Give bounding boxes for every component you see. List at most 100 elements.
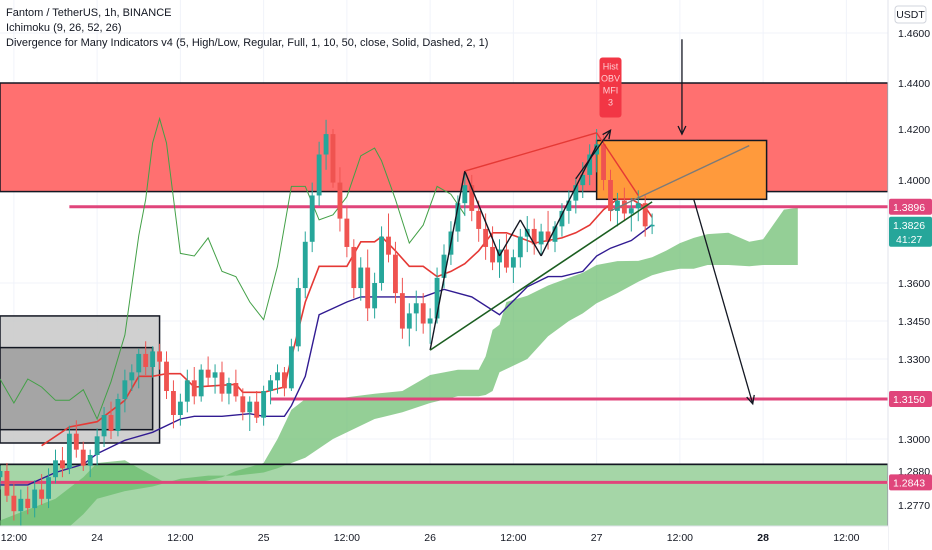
candle-body <box>205 369 211 378</box>
candle-body <box>73 433 79 450</box>
candle-body <box>413 303 419 314</box>
candle-body <box>177 401 183 415</box>
candle-body <box>559 210 565 227</box>
price-badge-label: 1.3826 <box>893 220 925 232</box>
candle-body <box>129 372 135 381</box>
candle-body <box>434 277 440 319</box>
candle-body <box>46 477 51 499</box>
currency-button[interactable] <box>894 5 927 24</box>
candle-body <box>406 313 412 329</box>
grey-box-lower <box>0 346 154 431</box>
up-arrow-divergence-head <box>602 129 612 140</box>
candle-body <box>351 246 357 289</box>
candle-body <box>295 288 301 347</box>
chikou-span-line <box>0 116 466 421</box>
candle-body <box>538 231 544 245</box>
candle-body <box>517 236 523 258</box>
candle-body <box>566 200 572 211</box>
time-tick-label: 12:00 <box>167 532 193 544</box>
candle-body <box>101 415 107 437</box>
chart-legend: Fantom / TetherUS, 1h, BINANCE Ichimoku … <box>6 6 488 51</box>
candle-body <box>399 293 405 329</box>
currency-button-label: USDT <box>896 9 925 21</box>
candles <box>0 119 655 526</box>
candle-body <box>0 471 3 478</box>
candle-body <box>635 203 641 209</box>
price-badge <box>889 391 932 407</box>
candle-body <box>136 353 142 373</box>
candle-body <box>483 228 489 247</box>
pattern-line <box>540 145 598 257</box>
price-badge-label: 1.2843 <box>893 477 925 489</box>
ichimoku-cloud <box>0 207 798 526</box>
candle-body <box>393 254 398 294</box>
candle-body <box>157 351 162 362</box>
candle-body <box>191 380 197 397</box>
candle-body <box>580 174 586 186</box>
time-tick-label: 27 <box>591 532 603 544</box>
price-tick-label: 1.4400 <box>898 78 930 90</box>
candle-body <box>122 380 128 399</box>
legend-ichimoku: Ichimoku (9, 26, 52, 26) <box>6 22 122 34</box>
candle-body <box>510 257 516 268</box>
candle-body <box>219 372 225 394</box>
candle-body <box>268 380 273 391</box>
candle-body <box>143 353 149 367</box>
candle-body <box>309 195 315 242</box>
pattern-line <box>429 170 466 351</box>
candle-body <box>212 372 218 378</box>
candle-body <box>344 218 350 247</box>
price-tick-label: 1.4200 <box>898 124 930 136</box>
candle-body <box>323 134 329 155</box>
divergence-line <box>464 132 597 172</box>
candle-body <box>18 498 24 512</box>
time-tick-label: 12:00 <box>1 532 27 544</box>
divergence-label-text: OBV <box>601 74 620 84</box>
price-tick-label: 1.3300 <box>898 354 930 366</box>
divergence-label-text: MFI <box>603 86 619 96</box>
price-tick-label: 1.4000 <box>898 175 930 187</box>
candle-body <box>164 361 169 391</box>
kijun-sen-line <box>0 224 653 486</box>
candle-body <box>608 180 613 211</box>
candle-body <box>316 154 322 196</box>
candle-body <box>32 489 38 509</box>
candle-body <box>39 489 45 499</box>
candle-body <box>108 415 114 431</box>
candle-body <box>649 224 655 227</box>
candle-body <box>330 134 336 183</box>
price-tick-label: 1.3000 <box>898 434 930 446</box>
candle-body <box>490 246 495 263</box>
up-arrow-divergence <box>575 129 612 180</box>
drawings <box>429 39 755 406</box>
candle-body <box>247 401 253 413</box>
candle-body <box>642 203 648 227</box>
price-badge-label: 1.3896 <box>893 202 925 214</box>
candle-body <box>150 351 156 367</box>
candle-body <box>628 208 634 214</box>
projection-line <box>610 144 750 212</box>
price-badge <box>889 474 932 491</box>
time-axis <box>0 526 888 550</box>
price-badge <box>889 198 932 215</box>
candle-body <box>25 498 31 509</box>
candle-body <box>573 185 579 201</box>
candle-body <box>302 241 308 289</box>
candle-body <box>288 346 294 389</box>
legend-symbol: Fantom / TetherUS, 1h, BINANCE <box>6 7 172 19</box>
price-tick-label: 1.2770 <box>898 500 930 512</box>
pattern-line <box>464 170 501 257</box>
candle-body <box>469 185 475 211</box>
candle-body <box>615 200 620 211</box>
plot-area: Hist OBV MFI 3 <box>0 0 888 526</box>
candle-body <box>601 144 606 180</box>
candle-body <box>233 383 239 397</box>
candle-body <box>198 369 204 397</box>
candle-body <box>275 372 280 381</box>
legend-divergence: Divergence for Many Indicators v4 (5, Hi… <box>6 37 489 49</box>
pattern-line <box>498 219 521 257</box>
time-tick-label: 12:00 <box>667 532 693 544</box>
time-tick-label: 24 <box>91 532 103 544</box>
